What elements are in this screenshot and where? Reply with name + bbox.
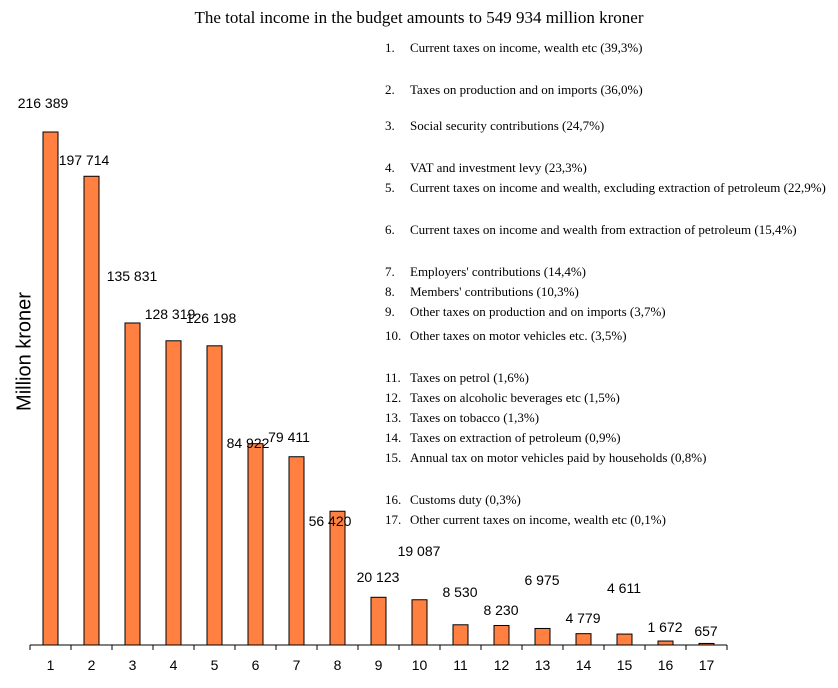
x-tick-label-14: 14 <box>576 657 592 673</box>
x-tick-label-3: 3 <box>129 657 137 673</box>
legend-item-text: Members' contributions (10,3%) <box>410 284 579 299</box>
legend-item-text: Social security contributions (24,7%) <box>410 118 605 133</box>
data-label-3: 135 831 <box>107 268 158 284</box>
legend-item-text: Current taxes on income and wealth, excl… <box>410 180 826 195</box>
x-tick-label-12: 12 <box>494 657 510 673</box>
bar-9 <box>370 596 387 646</box>
legend-item-text: Current taxes on income, wealth etc (39,… <box>410 40 643 55</box>
legend-item-text: Taxes on petrol (1,6%) <box>410 370 529 385</box>
x-tick-label-4: 4 <box>170 657 178 673</box>
chart-title: The total income in the budget amounts t… <box>0 8 838 28</box>
legend-item-number: 2. <box>385 82 395 97</box>
bar-1 <box>42 131 59 646</box>
data-label-14: 4 779 <box>565 610 600 626</box>
legend-item-text: Customs duty (0,3%) <box>410 492 521 507</box>
legend-item-number: 14. <box>385 430 402 445</box>
chart-title-text: The total income in the budget amounts t… <box>194 8 644 27</box>
x-tick-label-11: 11 <box>453 657 468 673</box>
legend-item-text: Taxes on tobacco (1,3%) <box>410 410 540 425</box>
bar-5 <box>206 345 223 646</box>
legend-item-text: Other current taxes on income, wealth et… <box>410 512 666 527</box>
legend-item-number: 10. <box>385 328 402 343</box>
data-label-2: 197 714 <box>59 152 110 168</box>
legend-item-text: Current taxes on income and wealth from … <box>410 222 797 237</box>
x-tick-label-7: 7 <box>293 657 301 673</box>
legend-item-text: Employers' contributions (14,4%) <box>410 264 587 279</box>
bar-7 <box>288 456 305 646</box>
legend-item-text: Taxes on production and on imports (36,0… <box>410 82 643 97</box>
data-label-9: 20 123 <box>357 569 400 585</box>
data-label-1: 216 389 <box>18 95 69 111</box>
legend-item-text: Other taxes on production and on imports… <box>410 304 666 319</box>
legend-item-number: 15. <box>385 450 402 465</box>
legend-item-number: 11. <box>385 370 401 385</box>
legend-item-number: 6. <box>385 222 395 237</box>
data-label-5: 126 198 <box>186 310 237 326</box>
bar-12 <box>493 624 510 646</box>
x-tick-label-15: 15 <box>617 657 633 673</box>
data-label-15: 4 611 <box>607 580 641 596</box>
legend-item-number: 13. <box>385 410 402 425</box>
legend-item-text: VAT and investment levy (23,3%) <box>410 160 587 175</box>
legend-item-number: 9. <box>385 304 395 319</box>
legend-item-number: 5. <box>385 180 395 195</box>
x-tick-label-10: 10 <box>412 657 428 673</box>
bar-2 <box>83 175 100 646</box>
bar-13 <box>534 627 551 646</box>
bar-14 <box>575 633 592 646</box>
legend-item-number: 17. <box>385 512 402 527</box>
legend-item-number: 8. <box>385 284 395 299</box>
data-label-13: 6 975 <box>524 572 559 588</box>
bar-15 <box>616 633 633 646</box>
x-tick-label-17: 17 <box>699 657 715 673</box>
bar-16 <box>657 640 674 646</box>
bar-6 <box>247 443 264 646</box>
legend-item-number: 1. <box>385 40 395 55</box>
legend-item-text: Taxes on alcoholic beverages etc (1,5%) <box>410 390 620 405</box>
legend-item-number: 16. <box>385 492 402 507</box>
data-label-11: 8 530 <box>442 584 477 600</box>
bar-11 <box>452 624 469 646</box>
data-label-6: 84 922 <box>227 435 270 451</box>
data-label-8: 56 420 <box>309 513 352 529</box>
data-label-17: 657 <box>694 623 718 639</box>
legend-item-number: 12. <box>385 390 402 405</box>
bar-10 <box>411 599 428 646</box>
legend-item-number: 3. <box>385 118 395 133</box>
legend-item-number: 4. <box>385 160 395 175</box>
x-tick-label-6: 6 <box>252 657 260 673</box>
data-label-10: 19 087 <box>398 543 441 559</box>
data-label-16: 1 672 <box>647 619 682 635</box>
legend-item-text: Taxes on extraction of petroleum (0,9%) <box>410 430 621 445</box>
data-label-4: 128 319 <box>145 306 196 322</box>
x-tick-label-2: 2 <box>88 657 96 673</box>
data-label-12: 8 230 <box>483 602 518 618</box>
legend-item-number: 7. <box>385 264 395 279</box>
x-tick-label-16: 16 <box>658 657 674 673</box>
bar-4 <box>165 340 182 646</box>
x-tick-label-8: 8 <box>334 657 342 673</box>
legend-item-text: Other taxes on motor vehicles etc. (3,5%… <box>410 328 627 343</box>
bar-8 <box>329 510 346 646</box>
x-tick-label-9: 9 <box>375 657 383 673</box>
legend-item-text: Annual tax on motor vehicles paid by hou… <box>410 450 707 465</box>
x-tick-label-13: 13 <box>535 657 551 673</box>
data-label-7: 79 411 <box>268 429 310 445</box>
bar-3 <box>124 322 141 646</box>
x-tick-label-5: 5 <box>211 657 219 673</box>
x-tick-label-1: 1 <box>47 657 55 673</box>
